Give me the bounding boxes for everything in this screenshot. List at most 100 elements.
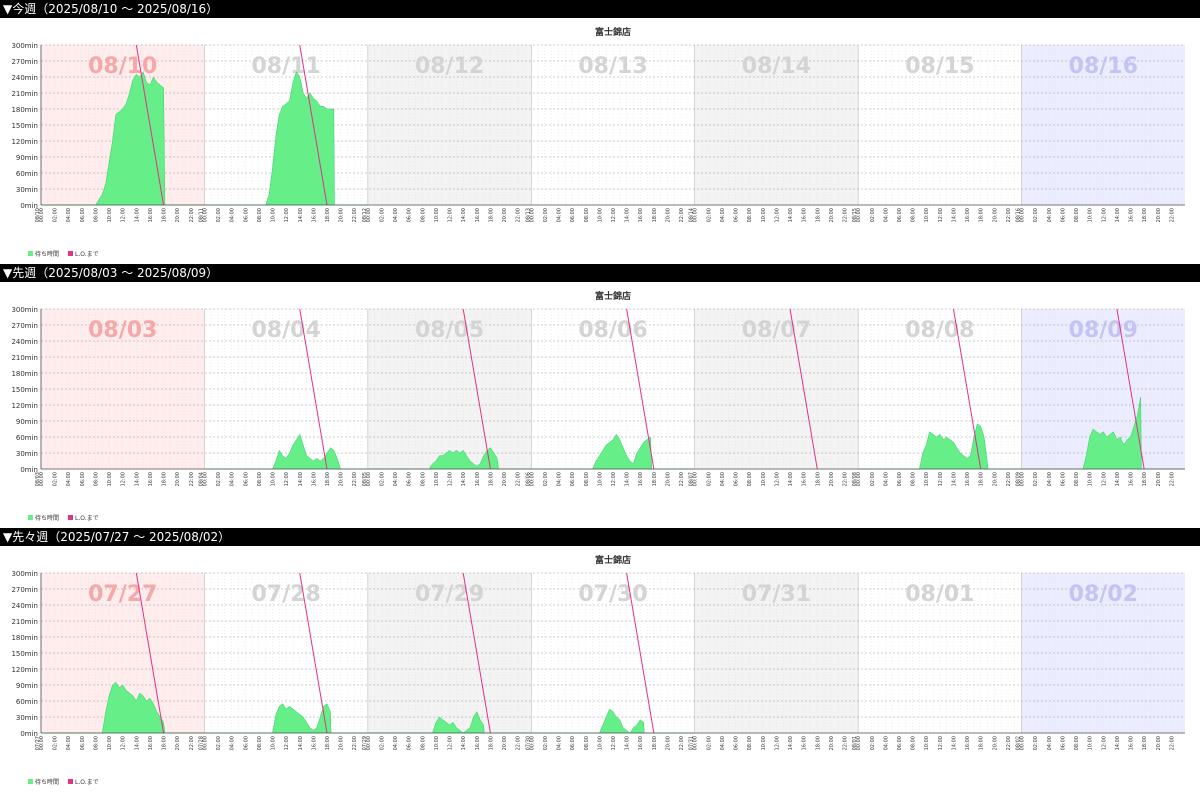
x-tick-label: 20:00 <box>175 208 181 222</box>
x-tick-label: 04:00 <box>883 208 889 222</box>
x-tick-label: 06:00 <box>407 472 413 486</box>
y-tick-label: 0min <box>20 466 38 474</box>
x-tick-label: 20:00 <box>665 736 671 750</box>
x-tick-label: 22:00 <box>352 472 358 486</box>
x-day-tick-label: 07/31 <box>689 736 695 750</box>
x-tick-label: 06:00 <box>80 208 86 222</box>
x-tick-label: 18:00 <box>815 472 821 486</box>
x-tick-label: 12:00 <box>448 736 454 750</box>
x-day-tick-label: 08/05 <box>362 472 368 486</box>
y-tick-label: 240min <box>11 338 38 346</box>
x-tick-label: 00:00 <box>529 208 535 222</box>
x-tick-label: 10:00 <box>1088 472 1094 486</box>
wait-time-area <box>1021 396 1185 470</box>
x-day-tick-label: 08/15 <box>852 208 858 222</box>
x-tick-label: 04:00 <box>557 472 563 486</box>
x-tick-label: 10:00 <box>434 208 440 222</box>
legend-label-wait-time: 待ち時間 <box>35 778 59 786</box>
x-tick-label: 10:00 <box>761 208 767 222</box>
x-tick-label: 18:00 <box>162 472 168 486</box>
x-tick-label: 14:00 <box>134 208 140 222</box>
x-tick-label: 16:00 <box>148 208 154 222</box>
y-tick-label: 210min <box>11 90 38 98</box>
x-tick-label: 22:00 <box>352 736 358 750</box>
x-day-tick-label: 08/10 <box>35 208 41 222</box>
day-label: 08/01 <box>905 582 974 607</box>
x-tick-label: 12:00 <box>774 472 780 486</box>
x-tick-label: 22:00 <box>843 208 849 222</box>
x-day-tick-label: 08/06 <box>525 472 531 486</box>
x-tick-label: 10:00 <box>924 472 930 486</box>
x-tick-label: 12:00 <box>938 208 944 222</box>
x-tick-label: 18:00 <box>1142 472 1148 486</box>
x-tick-label: 16:00 <box>965 208 971 222</box>
x-tick-label: 16:00 <box>638 472 644 486</box>
x-tick-label: 06:00 <box>897 208 903 222</box>
x-tick-label: 02:00 <box>53 472 59 486</box>
legend-swatch-wait-time <box>28 779 33 784</box>
y-tick-label: 300min <box>11 570 38 578</box>
lo-line <box>135 572 165 734</box>
x-tick-label: 00:00 <box>202 208 208 222</box>
x-tick-label: 06:00 <box>734 472 740 486</box>
x-tick-label: 18:00 <box>325 736 331 750</box>
x-tick-label: 00:00 <box>202 736 208 750</box>
x-tick-label: 20:00 <box>829 472 835 486</box>
x-tick-label: 12:00 <box>611 736 617 750</box>
x-tick-label: 08:00 <box>584 736 590 750</box>
legend: 待ち時間 L.O.まで <box>28 514 99 522</box>
x-tick-label: 14:00 <box>1115 472 1121 486</box>
x-tick-label: 00:00 <box>39 472 45 486</box>
x-tick-label: 12:00 <box>1101 472 1107 486</box>
x-tick-label: 00:00 <box>1020 472 1026 486</box>
x-tick-label: 10:00 <box>924 736 930 750</box>
x-tick-label: 02:00 <box>53 208 59 222</box>
legend-label-lo: L.O.まで <box>75 251 99 258</box>
x-tick-label: 04:00 <box>557 736 563 750</box>
x-tick-label: 16:00 <box>475 736 481 750</box>
x-tick-labels: 00:00 02:00 04:00 06:00 08:00 10:00 12:00 14:00… <box>35 736 1175 750</box>
wait-time-area <box>367 711 532 734</box>
legend-swatch-wait-time <box>28 251 33 256</box>
x-tick-label: 04:00 <box>1047 208 1053 222</box>
legend: 待ち時間 L.O.まで <box>28 250 99 258</box>
x-tick-label: 14:00 <box>951 472 957 486</box>
x-tick-label: 16:00 <box>148 472 154 486</box>
day-label: 07/28 <box>252 582 321 607</box>
x-tick-label: 10:00 <box>924 208 930 222</box>
x-tick-label: 06:00 <box>80 736 86 750</box>
x-day-tick-label: 08/07 <box>689 472 695 486</box>
x-tick-label: 10:00 <box>597 736 603 750</box>
x-tick-label: 04:00 <box>66 208 72 222</box>
x-tick-label: 00:00 <box>366 736 372 750</box>
x-tick-label: 18:00 <box>488 736 494 750</box>
x-tick-label: 08:00 <box>1074 736 1080 750</box>
x-tick-label: 18:00 <box>652 208 658 222</box>
x-tick-label: 08:00 <box>911 472 917 486</box>
x-tick-label: 16:00 <box>965 472 971 486</box>
x-tick-label: 00:00 <box>202 472 208 486</box>
x-tick-label: 02:00 <box>216 736 222 750</box>
x-tick-label: 20:00 <box>992 208 998 222</box>
x-tick-label: 02:00 <box>706 472 712 486</box>
x-tick-label: 02:00 <box>706 208 712 222</box>
x-tick-label: 02:00 <box>1033 208 1039 222</box>
x-tick-label: 12:00 <box>1101 736 1107 750</box>
x-tick-label: 22:00 <box>189 208 195 222</box>
x-tick-label: 18:00 <box>1142 736 1148 750</box>
y-tick-label: 180min <box>11 634 38 642</box>
y-tick-label: 0min <box>20 202 38 210</box>
x-tick-label: 08:00 <box>1074 208 1080 222</box>
x-tick-label: 18:00 <box>652 736 658 750</box>
y-tick-label: 270min <box>11 58 38 66</box>
x-tick-label: 04:00 <box>720 472 726 486</box>
x-tick-label: 14:00 <box>1115 736 1121 750</box>
section-header-two-weeks-ago: ▼先々週（2025/07/27 〜 2025/08/02） <box>0 528 1200 546</box>
lo-line <box>462 308 491 470</box>
x-tick-label: 08:00 <box>911 208 917 222</box>
lo-line <box>626 572 655 734</box>
x-day-tick-label: 08/01 <box>852 736 858 750</box>
x-tick-label: 22:00 <box>516 472 522 486</box>
y-tick-label: 150min <box>11 386 38 394</box>
legend-label-wait-time: 待ち時間 <box>35 514 59 522</box>
